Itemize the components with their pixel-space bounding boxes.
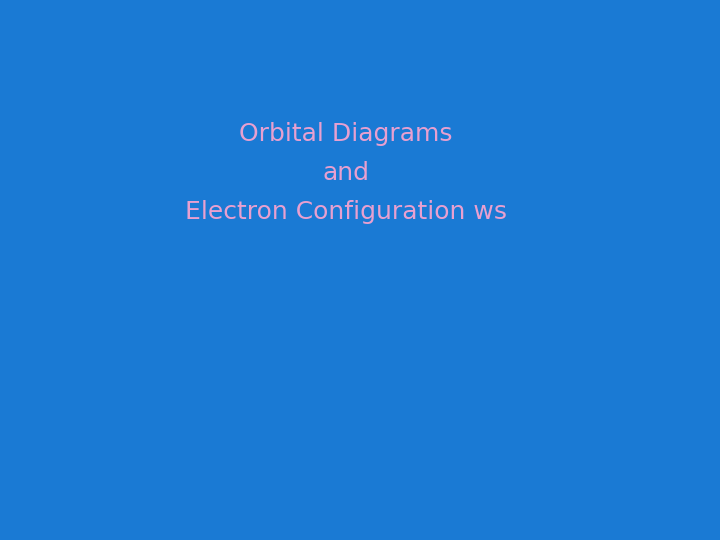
Text: Orbital Diagrams
and
Electron Configuration ws: Orbital Diagrams and Electron Configurat… <box>184 122 507 224</box>
